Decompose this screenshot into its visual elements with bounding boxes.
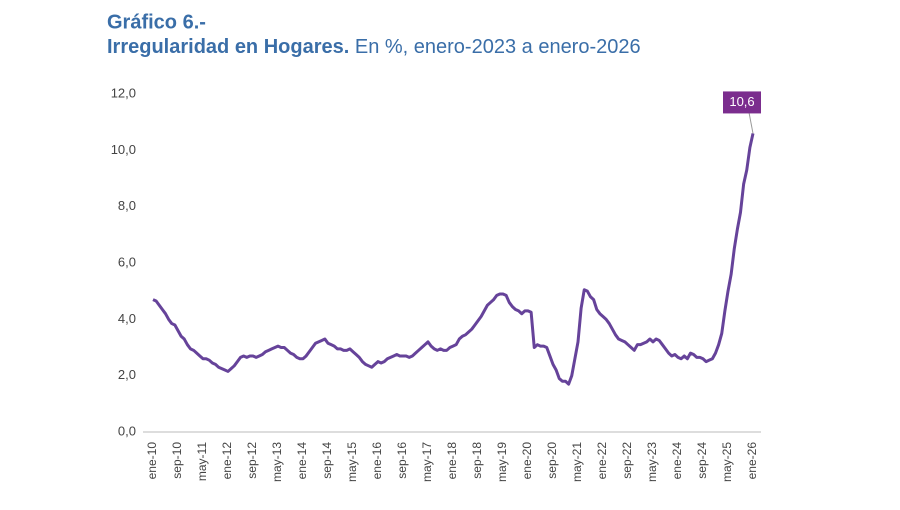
x-tick-label: sep-22 <box>620 442 634 479</box>
x-tick-label: ene-20 <box>520 442 534 480</box>
x-tick-label: may-17 <box>420 442 434 482</box>
x-tick-label: ene-22 <box>595 442 609 480</box>
value-label: 10,6 <box>729 94 754 109</box>
x-tick-label: ene-16 <box>370 442 384 480</box>
y-tick-label: 4,0 <box>118 311 136 326</box>
chart-subtitle: Irregularidad en Hogares. En %, enero-20… <box>107 36 641 58</box>
y-tick-label: 2,0 <box>118 367 136 382</box>
x-tick-label: ene-24 <box>670 442 684 480</box>
x-tick-label: may-15 <box>345 442 359 482</box>
y-tick-label: 10,0 <box>111 142 136 157</box>
subtitle-note: En %, enero-2023 a enero-2026 <box>355 36 641 58</box>
y-tick-label: 12,0 <box>111 85 136 100</box>
x-tick-label: sep-16 <box>395 442 409 479</box>
x-tick-label: sep-10 <box>170 442 184 479</box>
x-tick-label: ene-14 <box>295 442 309 480</box>
label-leader <box>748 112 754 134</box>
y-tick-label: 6,0 <box>118 254 136 269</box>
x-tick-label: ene-10 <box>145 442 159 480</box>
x-tick-label: may-23 <box>645 442 659 482</box>
chart-title: Gráfico 6.- <box>107 11 206 33</box>
x-tick-label: ene-12 <box>220 442 234 480</box>
y-tick-label: 8,0 <box>118 198 136 213</box>
x-tick-label: ene-26 <box>745 442 759 480</box>
value-label-box <box>723 91 761 114</box>
y-tick-label: 0,0 <box>118 423 136 438</box>
x-tick-label: may-11 <box>195 442 209 481</box>
data-line <box>152 133 755 386</box>
x-tick-label: sep-18 <box>470 442 484 479</box>
x-tick-label: sep-20 <box>545 442 559 479</box>
x-tick-label: sep-24 <box>695 442 709 479</box>
x-tick-label: may-13 <box>270 442 284 482</box>
x-tick-label: sep-12 <box>245 442 259 479</box>
subtitle-bold: Irregularidad en Hogares. <box>107 36 349 58</box>
x-tick-label: may-21 <box>570 442 584 482</box>
x-tick-label: may-25 <box>720 442 734 482</box>
x-tick-label: may-19 <box>495 442 509 482</box>
x-tick-label: sep-14 <box>320 442 334 479</box>
x-tick-label: ene-18 <box>445 442 459 480</box>
